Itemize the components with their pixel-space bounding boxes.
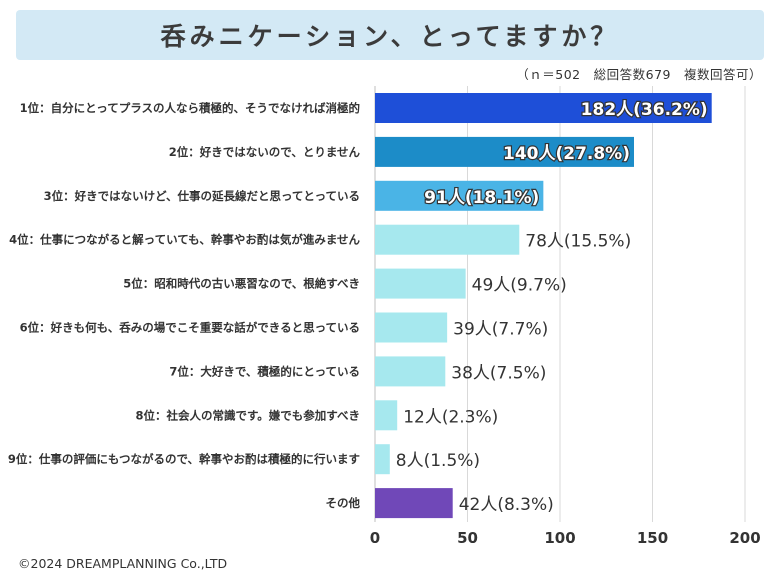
bar [375, 136, 634, 167]
bar [375, 93, 712, 123]
bar [375, 268, 466, 299]
data-label: 8人(1.5%) [396, 451, 480, 471]
sample-note: （ｎ＝502 総回答数679 複数回答可） [516, 67, 762, 82]
data-label: 91人(18.1%) [424, 188, 539, 208]
x-tick-label: 100 [544, 529, 575, 547]
bar [375, 312, 448, 343]
x-tick-label: 200 [729, 529, 760, 547]
x-tick-label: 0 [370, 529, 380, 547]
category-label: その他 [326, 496, 361, 510]
category-label: 7位：大好きで、積極的にとっている [169, 364, 360, 378]
bar [375, 180, 544, 211]
bar [375, 356, 446, 387]
category-label: 1位：自分にとってプラスの人なら積極的、そうでなければ消極的 [20, 101, 360, 115]
category-label: 3位：好きではないけど、仕事の延長線だと思ってとっている [44, 189, 360, 203]
category-label: 6位：好きも何も、呑みの場でこそ重要な話ができると思っている [20, 321, 360, 335]
title-band: 呑みニケーション、とってますか？ [16, 10, 764, 60]
category-label: 8位：社会人の常識です。嫌でも参加すべき [135, 408, 360, 422]
data-label: 78人(15.5%) [525, 232, 631, 252]
x-tick-label: 150 [637, 529, 668, 547]
category-label: 4位：仕事につながると解っていても、幹事やお酌は気が進みません [9, 233, 360, 247]
data-label: 42人(8.3%) [459, 495, 554, 515]
copyright-footer: ©2024 DREAMPLANNING Co.,LTD [18, 556, 228, 571]
data-label: 39人(7.7%) [453, 320, 548, 340]
data-label: 182人(36.2%) [581, 100, 708, 120]
bar [375, 224, 520, 255]
bar [375, 488, 453, 519]
category-label: 9位：仕事の評価にもつながるので、幹事やお酌は積極的に行います [8, 452, 360, 466]
bar [375, 444, 390, 475]
chart-title: 呑みニケーション、とってますか？ [160, 22, 620, 51]
data-label: 38人(7.5%) [451, 363, 546, 383]
x-tick-label: 50 [457, 529, 478, 547]
category-label: 5位：昭和時代の古い悪習なので、根絶すべき [123, 277, 360, 291]
data-label: 140人(27.8%) [503, 144, 630, 164]
bar [375, 400, 398, 431]
category-label: 2位：好きではないので、とりません [169, 145, 361, 159]
data-label: 49人(9.7%) [472, 276, 567, 296]
data-label: 12人(2.3%) [403, 407, 498, 427]
